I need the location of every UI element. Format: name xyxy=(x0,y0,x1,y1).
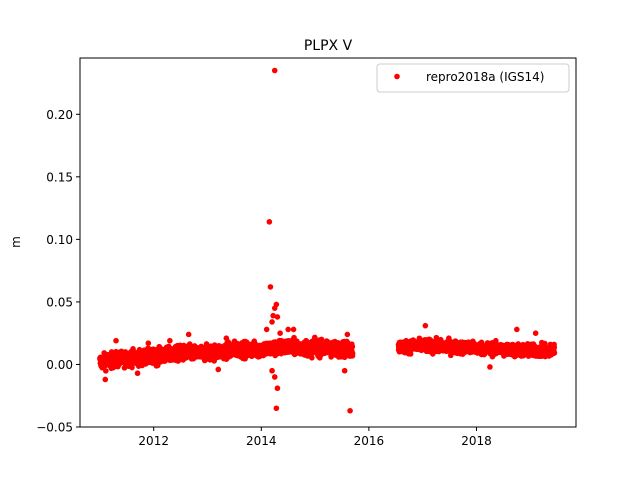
outlier-point xyxy=(145,340,152,346)
y-tick-label: 0.05 xyxy=(46,295,73,309)
outlier-point xyxy=(271,67,278,74)
outlier-point xyxy=(274,385,281,392)
y-axis-label: m xyxy=(9,236,23,248)
outlier-point xyxy=(185,331,192,338)
outlier-point xyxy=(285,326,291,333)
x-tick-label: 2018 xyxy=(461,434,492,448)
x-axis: 2012 2014 2016 2018 xyxy=(138,427,492,448)
outlier-point xyxy=(266,219,273,225)
outlier-point xyxy=(341,367,348,374)
y-tick-label: 0.10 xyxy=(46,233,73,247)
data-point xyxy=(318,336,325,343)
outlier-point xyxy=(271,374,278,380)
outlier-point xyxy=(273,405,280,412)
data-point xyxy=(103,368,109,374)
x-tick-label: 2016 xyxy=(354,434,385,448)
data-point xyxy=(349,343,356,350)
x-tick-label: 2014 xyxy=(246,434,277,448)
outlier-point xyxy=(273,301,280,308)
data-points xyxy=(97,67,558,414)
y-tick-label: 0.00 xyxy=(46,358,73,372)
outlier-point xyxy=(134,370,141,377)
legend-marker xyxy=(394,73,400,80)
outlier-point xyxy=(277,330,283,336)
outlier-point xyxy=(270,312,276,319)
outlier-point xyxy=(532,330,539,336)
outlier-point xyxy=(487,364,493,370)
data-point xyxy=(551,344,558,351)
chart-title: PLPX V xyxy=(304,38,353,54)
outlier-point xyxy=(167,337,173,344)
data-point xyxy=(309,354,315,361)
plot-frame xyxy=(79,57,577,428)
outlier-point xyxy=(274,314,281,320)
outlier-point xyxy=(269,367,275,374)
outlier-point xyxy=(263,326,270,333)
y-tick-label: 0.15 xyxy=(46,170,73,184)
outlier-point xyxy=(290,326,297,333)
outlier-point xyxy=(347,407,353,414)
legend-label: repro2018a (IGS14) xyxy=(426,70,544,84)
outlier-point xyxy=(514,326,520,333)
data-point xyxy=(407,351,414,357)
x-tick-label: 2012 xyxy=(138,434,169,448)
data-point xyxy=(551,350,558,356)
outlier-point xyxy=(344,331,351,338)
outlier-point xyxy=(269,319,275,325)
outlier-point xyxy=(102,376,109,383)
legend-box xyxy=(376,63,570,93)
legend: repro2018a (IGS14) xyxy=(376,63,570,93)
outlier-point xyxy=(215,366,222,373)
outlier-point xyxy=(267,284,274,290)
data-point xyxy=(349,350,356,357)
y-axis: −0.05 0.00 0.05 0.10 0.15 0.20 xyxy=(36,108,80,435)
outlier-point xyxy=(113,337,119,344)
y-tick-label: −0.05 xyxy=(36,421,73,435)
y-tick-label: 0.20 xyxy=(46,108,73,122)
outlier-point xyxy=(422,322,429,329)
outlier-point xyxy=(223,335,230,341)
